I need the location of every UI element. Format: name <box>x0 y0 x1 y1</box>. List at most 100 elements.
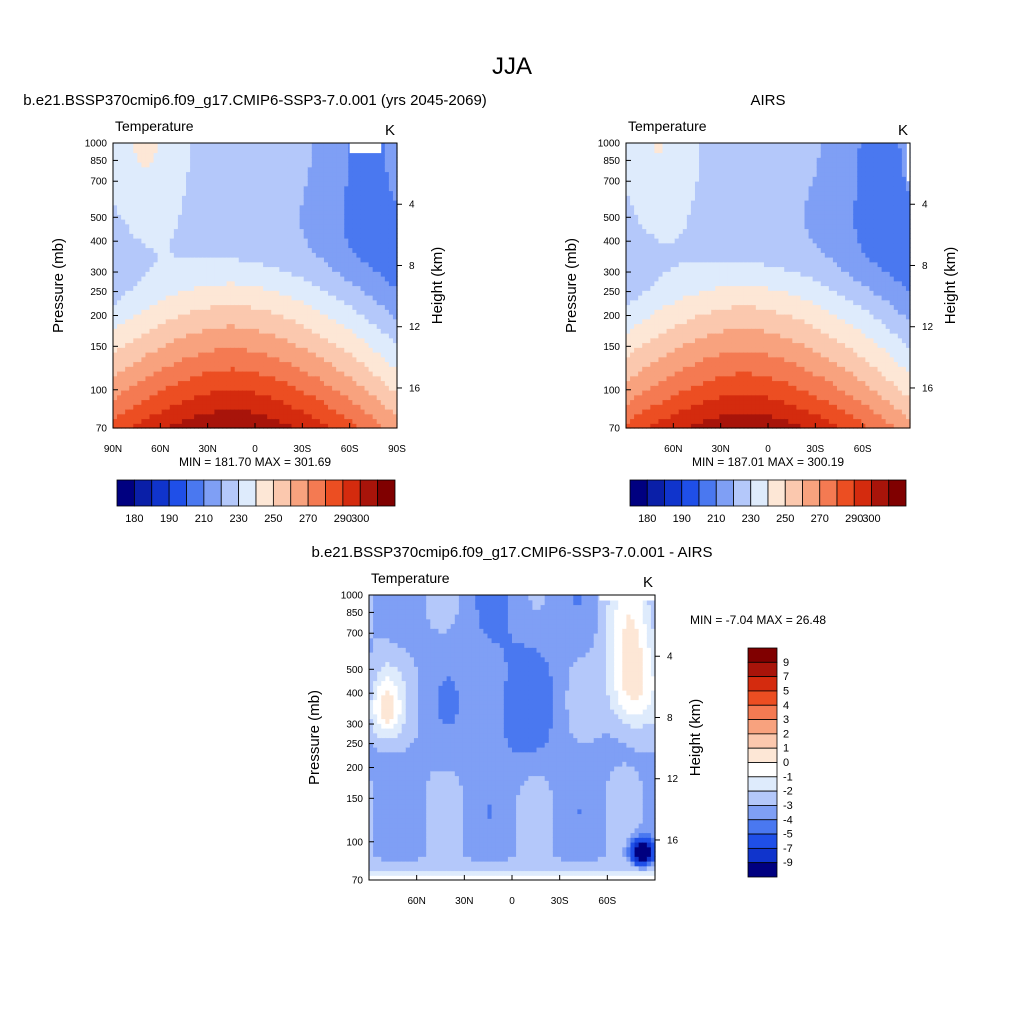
heatmap-cell <box>646 200 651 206</box>
heatmap-cell <box>332 176 337 182</box>
heatmap-cell <box>666 223 672 230</box>
heatmap-cell <box>149 371 155 377</box>
heatmap-cell <box>626 190 631 196</box>
heatmap-cell <box>340 171 345 177</box>
heatmap-cell <box>133 166 138 173</box>
heatmap-cell <box>246 247 252 253</box>
heatmap-cell <box>384 185 390 192</box>
heatmap-cell <box>307 147 313 154</box>
heatmap-cell <box>198 266 203 272</box>
heatmap-cell <box>356 380 362 386</box>
heatmap-cell <box>360 266 366 272</box>
heatmap-cell <box>177 385 183 391</box>
heatmap-cell <box>392 204 398 211</box>
heatmap-cell <box>230 375 236 382</box>
heatmap-cell <box>117 309 122 315</box>
heatmap-cell <box>161 204 167 211</box>
heatmap-cell <box>129 314 134 320</box>
heatmap-cell <box>165 323 171 329</box>
heatmap-cell <box>271 309 276 315</box>
heatmap-cell <box>214 356 220 363</box>
heatmap-cell <box>198 147 203 154</box>
heatmap-cell <box>662 147 668 154</box>
heatmap-cell <box>323 157 329 163</box>
heatmap-cell <box>646 366 651 372</box>
heatmap-cell <box>218 328 224 334</box>
heatmap-cell <box>165 157 171 163</box>
latitude-tick-label: 0 <box>252 444 258 455</box>
heatmap-cell <box>380 266 386 272</box>
heatmap-cell <box>141 295 147 301</box>
heatmap-cell <box>255 371 260 377</box>
heatmap-cell <box>169 209 175 215</box>
heatmap-cell <box>263 366 268 372</box>
heatmap-cell <box>137 371 142 377</box>
heatmap-cell <box>662 223 668 230</box>
heatmap-cell <box>250 219 256 225</box>
heatmap-cell <box>242 257 248 263</box>
heatmap-cell <box>157 394 163 401</box>
heatmap-cell <box>388 252 394 258</box>
heatmap-cell <box>666 181 672 187</box>
heatmap-cell <box>287 181 293 187</box>
heatmap-cell <box>626 247 631 253</box>
heatmap-cell <box>283 347 289 353</box>
heatmap-cell <box>315 181 321 187</box>
latitude-tick-label: 30S <box>293 444 311 455</box>
heatmap-cell <box>348 214 353 220</box>
heatmap-cell <box>246 318 252 325</box>
heatmap-cell <box>291 233 297 239</box>
heatmap-cell <box>226 328 232 334</box>
heatmap-cell <box>638 423 643 429</box>
heatmap-cell <box>222 228 228 234</box>
heatmap-cell <box>230 285 236 291</box>
heatmap-cell <box>348 195 353 201</box>
heatmap-cell <box>360 195 366 201</box>
heatmap-cell <box>113 352 118 358</box>
heatmap-cell <box>670 280 676 287</box>
heatmap-cell <box>291 323 297 329</box>
heatmap-cell <box>336 285 341 291</box>
min-max-label: MIN = 181.70 MAX = 301.69 <box>179 455 331 469</box>
heatmap-cell <box>214 223 220 230</box>
heatmap-cell <box>173 171 179 177</box>
heatmap-cell <box>654 228 660 234</box>
heatmap-cell <box>311 238 317 244</box>
heatmap-cell <box>275 181 280 187</box>
heatmap-cell <box>218 238 224 244</box>
heatmap-cell <box>315 342 321 348</box>
heatmap-cell <box>161 157 167 163</box>
heatmap-cell <box>388 209 394 215</box>
heatmap-cell <box>202 247 207 253</box>
heatmap-cell <box>198 190 203 196</box>
heatmap-cell <box>352 375 358 382</box>
heatmap-cell <box>242 333 248 339</box>
heatmap-cell <box>332 399 337 405</box>
heatmap-cell <box>376 385 382 391</box>
heatmap-cell <box>626 285 631 291</box>
heatmap-cell <box>658 257 664 263</box>
heatmap-cell <box>206 204 211 211</box>
heatmap-cell <box>307 409 313 415</box>
heatmap-cell <box>344 423 349 429</box>
heatmap-cell <box>255 271 260 277</box>
heatmap-cell <box>360 247 366 253</box>
heatmap-cell <box>658 409 664 415</box>
heatmap-cell <box>250 394 256 401</box>
heatmap-cell <box>392 371 398 377</box>
heatmap-cell <box>328 342 333 348</box>
heatmap-cell <box>328 290 333 296</box>
heatmap-cell <box>275 143 280 149</box>
heatmap-cell <box>344 276 349 282</box>
heatmap-cell <box>352 162 358 168</box>
heatmap-cell <box>263 390 268 396</box>
heatmap-cell <box>255 252 260 258</box>
heatmap-cell <box>646 299 651 306</box>
heatmap-cell <box>255 261 260 268</box>
heatmap-cell <box>129 228 134 234</box>
heatmap-cell <box>125 418 130 424</box>
heatmap-cell <box>295 200 301 206</box>
heatmap-cell <box>149 318 155 325</box>
heatmap-cell <box>234 380 240 386</box>
heatmap-cell <box>210 157 216 163</box>
